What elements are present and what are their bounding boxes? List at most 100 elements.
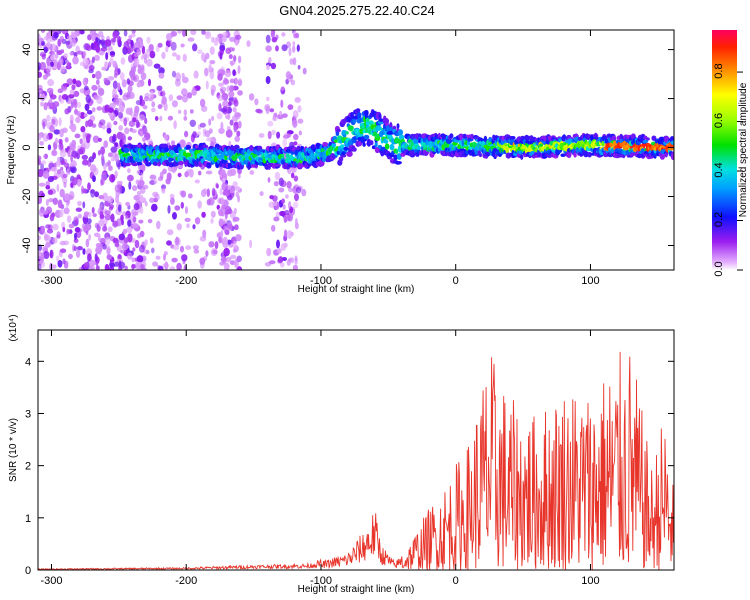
noise-blob	[145, 53, 150, 59]
noise-blob	[38, 208, 45, 217]
noise-blob	[134, 239, 140, 249]
noise-blob	[172, 212, 177, 220]
noise-blob	[184, 217, 191, 222]
noise-blob	[50, 61, 54, 67]
noise-blob	[294, 193, 299, 202]
noise-blob	[57, 260, 63, 268]
noise-blob	[73, 52, 78, 58]
noise-blob	[258, 133, 265, 138]
noise-blob	[114, 142, 119, 148]
noise-blob	[204, 67, 209, 77]
band-blob	[423, 151, 429, 157]
band-blob	[505, 147, 510, 154]
noise-blob	[221, 92, 229, 101]
noise-blob	[110, 213, 115, 223]
noise-blob	[228, 101, 232, 107]
x-tick-label: -300	[40, 275, 62, 287]
noise-blob	[113, 98, 120, 105]
noise-blob	[92, 213, 97, 218]
noise-blob	[82, 248, 86, 255]
noise-blob	[161, 187, 166, 194]
band-blob	[323, 145, 328, 151]
noise-blob	[75, 218, 79, 225]
noise-blob	[196, 131, 201, 136]
noise-blob	[52, 43, 56, 52]
noise-blob	[84, 103, 90, 112]
noise-blob	[132, 216, 137, 223]
noise-blob	[224, 69, 232, 78]
noise-blob	[131, 264, 137, 269]
noise-blob	[68, 190, 75, 200]
noise-blob	[112, 80, 118, 90]
noise-blob	[70, 123, 77, 133]
noise-blob	[280, 262, 285, 268]
noise-blob	[133, 42, 140, 51]
noise-blob	[138, 114, 146, 122]
noise-blob	[43, 102, 48, 111]
noise-blob	[292, 57, 297, 66]
noise-blob	[89, 259, 96, 267]
band-blob	[202, 144, 209, 149]
band-blob	[369, 140, 374, 145]
noise-blob	[132, 185, 138, 192]
noise-blob	[291, 257, 294, 264]
band-blob	[646, 137, 650, 141]
noise-blob	[237, 65, 241, 74]
noise-blob	[103, 140, 109, 148]
noise-blob	[267, 130, 272, 140]
noise-blob	[128, 91, 135, 100]
band-blob	[393, 154, 398, 161]
noise-blob	[122, 211, 127, 216]
noise-blob	[66, 229, 71, 235]
noise-blob	[142, 105, 148, 110]
noise-blob	[109, 112, 116, 120]
noise-blob	[76, 246, 83, 251]
band-blob	[509, 139, 515, 143]
noise-blob	[276, 239, 280, 249]
noise-blob	[293, 133, 299, 141]
noise-blob	[48, 98, 53, 108]
noise-blob	[219, 52, 223, 60]
noise-blob	[277, 248, 282, 254]
noise-blob	[184, 130, 189, 138]
noise-blob	[95, 44, 101, 53]
band-blob	[195, 145, 199, 149]
colorbar-gradient	[712, 30, 737, 270]
noise-blob	[57, 199, 63, 209]
noise-blob	[144, 239, 148, 246]
noise-blob	[106, 254, 113, 260]
noise-blob	[81, 139, 86, 146]
noise-blob	[62, 226, 66, 233]
noise-blob	[64, 30, 68, 33]
noise-blob	[230, 61, 234, 67]
noise-blob	[113, 120, 118, 126]
noise-blob	[100, 146, 105, 156]
noise-blob	[274, 171, 281, 181]
noise-blob	[265, 34, 271, 44]
noise-blob	[297, 105, 302, 113]
noise-blob	[292, 264, 298, 270]
band-blob	[383, 139, 389, 144]
noise-blob	[236, 130, 241, 137]
noise-blob	[186, 223, 190, 228]
noise-blob	[285, 194, 289, 199]
noise-blob	[46, 42, 51, 48]
noise-blob	[46, 64, 52, 74]
noise-blob	[203, 188, 208, 195]
colorbar-tick-label: 0.8	[713, 63, 725, 78]
noise-blob	[66, 215, 72, 224]
noise-blob	[101, 124, 106, 130]
band-blob	[355, 108, 361, 113]
noise-blob	[154, 193, 160, 201]
snr-y-multiplier: (x10⁴)	[8, 314, 19, 341]
noise-blob	[74, 227, 81, 233]
noise-blob	[73, 90, 80, 97]
noise-blob	[233, 207, 237, 214]
noise-blob	[222, 177, 226, 184]
noise-blob	[187, 193, 193, 199]
noise-blob	[208, 63, 212, 73]
noise-blob	[197, 200, 202, 209]
noise-blob	[104, 210, 111, 216]
band-blob	[510, 136, 516, 140]
noise-blob	[151, 247, 155, 254]
